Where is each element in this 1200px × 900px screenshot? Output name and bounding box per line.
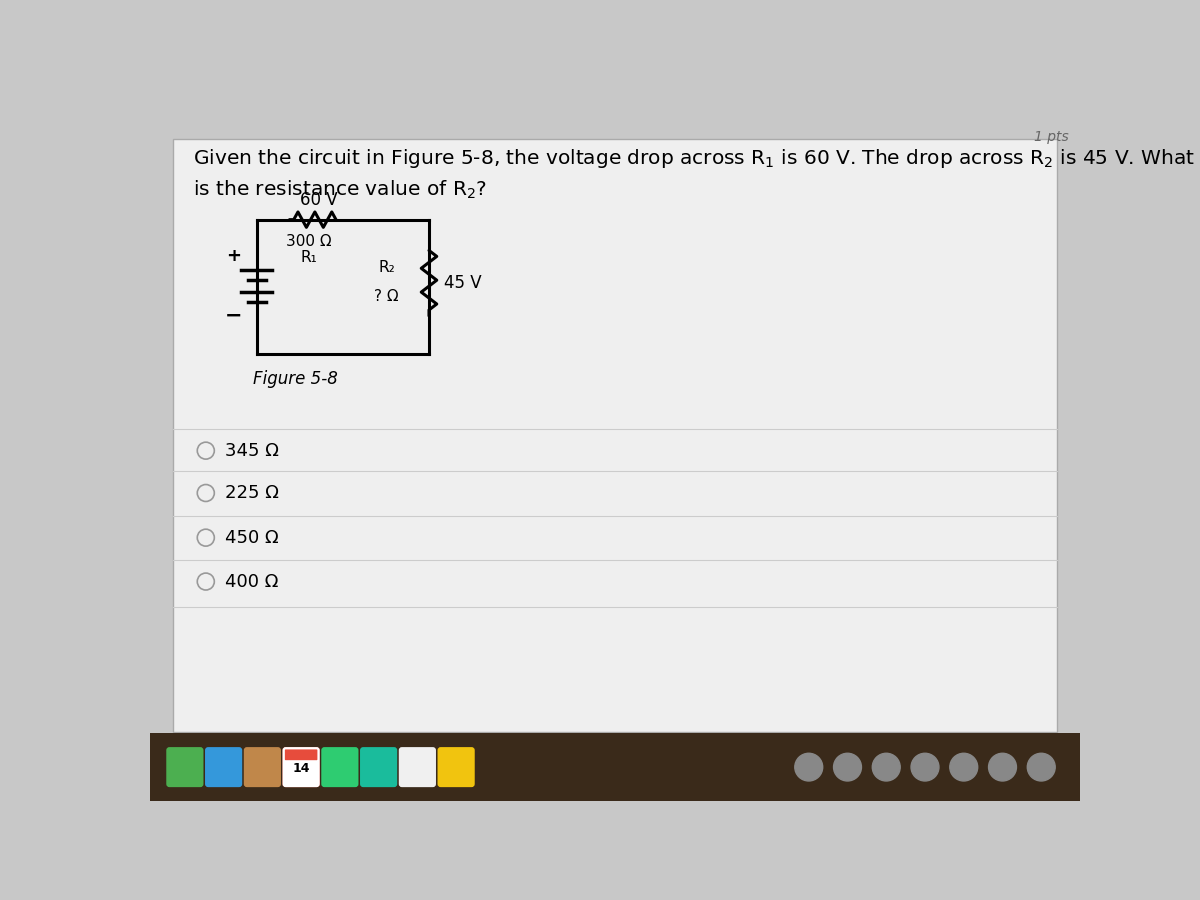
FancyBboxPatch shape — [282, 747, 319, 788]
FancyBboxPatch shape — [205, 747, 242, 788]
Circle shape — [1027, 753, 1055, 781]
Text: 225 Ω: 225 Ω — [226, 484, 280, 502]
Circle shape — [989, 753, 1016, 781]
Text: −: − — [224, 305, 242, 326]
Circle shape — [911, 753, 938, 781]
FancyBboxPatch shape — [360, 747, 397, 788]
Text: 45 V: 45 V — [444, 274, 482, 292]
FancyBboxPatch shape — [244, 747, 281, 788]
Text: R₂: R₂ — [378, 260, 395, 275]
Text: +: + — [226, 248, 241, 266]
Circle shape — [834, 753, 862, 781]
FancyBboxPatch shape — [284, 750, 317, 760]
Text: 345 Ω: 345 Ω — [226, 442, 280, 460]
Text: is the resistance value of R$_2$?: is the resistance value of R$_2$? — [193, 179, 487, 201]
Text: 60 V: 60 V — [300, 191, 337, 209]
Circle shape — [872, 753, 900, 781]
FancyBboxPatch shape — [282, 747, 319, 788]
Circle shape — [794, 753, 823, 781]
FancyBboxPatch shape — [438, 747, 475, 788]
Text: 300 Ω: 300 Ω — [286, 233, 331, 248]
Text: R₁: R₁ — [300, 250, 317, 266]
Text: Figure 5-8: Figure 5-8 — [253, 370, 338, 388]
Text: 14: 14 — [293, 762, 310, 775]
Text: ? Ω: ? Ω — [374, 289, 398, 304]
Text: 450 Ω: 450 Ω — [226, 528, 278, 546]
FancyBboxPatch shape — [322, 747, 359, 788]
FancyBboxPatch shape — [398, 747, 436, 788]
FancyBboxPatch shape — [173, 139, 1057, 732]
Text: 400 Ω: 400 Ω — [226, 572, 278, 590]
Circle shape — [950, 753, 978, 781]
FancyBboxPatch shape — [167, 747, 204, 788]
Text: 1 pts: 1 pts — [1033, 130, 1068, 144]
FancyBboxPatch shape — [150, 734, 1080, 801]
Text: Given the circuit in Figure 5-8, the voltage drop across R$_1$ is 60 V. The drop: Given the circuit in Figure 5-8, the vol… — [193, 147, 1195, 169]
